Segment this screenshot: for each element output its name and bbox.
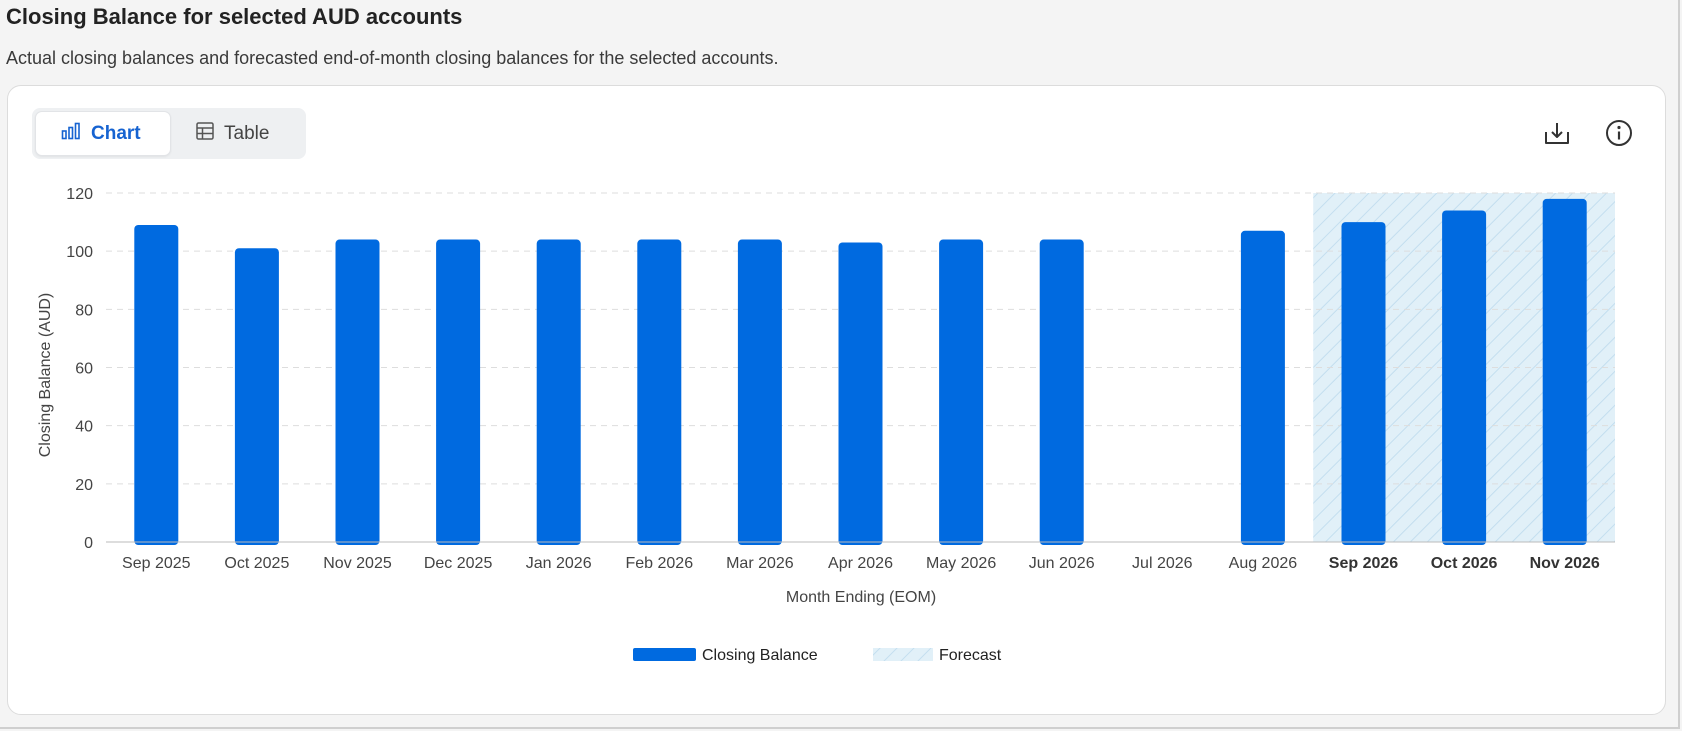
- legend-swatch-forecast: [873, 648, 933, 661]
- x-tick-label: Sep 2026: [1329, 555, 1398, 572]
- legend-label-forecast: Forecast: [939, 647, 1002, 664]
- x-axis-label: Month Ending (EOM): [786, 589, 936, 606]
- x-tick-label: Sep 2025: [122, 555, 191, 572]
- y-tick-label: 120: [66, 186, 93, 203]
- view-toggle: Chart Table: [32, 108, 306, 159]
- download-icon: [1545, 123, 1569, 144]
- x-tick-label: Jul 2026: [1132, 555, 1193, 572]
- x-tick-label: Jan 2026: [526, 555, 592, 572]
- page-subtitle: Actual closing balances and forecasted e…: [6, 48, 779, 68]
- x-tick-label: Oct 2026: [1431, 555, 1498, 572]
- x-tick-label: Feb 2026: [625, 555, 693, 572]
- x-tick-label: Dec 2025: [424, 555, 493, 572]
- bar[interactable]: [536, 239, 581, 546]
- bar[interactable]: [838, 242, 883, 546]
- y-tick-label: 60: [75, 361, 93, 378]
- table-icon: [196, 121, 214, 146]
- bar[interactable]: [134, 224, 179, 545]
- bar[interactable]: [1542, 198, 1587, 546]
- bar[interactable]: [1240, 230, 1285, 545]
- x-tick-label: May 2026: [926, 555, 996, 572]
- legend: Closing Balance Forecast: [633, 647, 1002, 664]
- x-tick-label: Nov 2025: [323, 555, 392, 572]
- legend-swatch-closing-balance: [633, 648, 696, 661]
- y-tick-label: 80: [75, 302, 93, 319]
- x-tick-label: Aug 2026: [1229, 555, 1298, 572]
- y-tick-label: 40: [75, 419, 93, 436]
- download-button[interactable]: [1541, 117, 1573, 149]
- bar[interactable]: [1341, 222, 1386, 546]
- y-tick-label: 20: [75, 477, 93, 494]
- chart-view-button[interactable]: Chart: [35, 111, 171, 156]
- table-view-label: Table: [224, 122, 270, 144]
- info-button[interactable]: [1603, 117, 1635, 149]
- x-tick-label: Apr 2026: [828, 555, 893, 572]
- bar[interactable]: [234, 248, 279, 545]
- bar[interactable]: [1039, 239, 1084, 546]
- table-view-button[interactable]: Table: [196, 111, 301, 156]
- bar[interactable]: [737, 239, 782, 546]
- x-tick-label: Nov 2026: [1530, 555, 1600, 572]
- page-title: Closing Balance for selected AUD account…: [6, 4, 463, 29]
- info-icon: [1606, 120, 1632, 146]
- y-tick-label: 100: [66, 244, 93, 261]
- bar-chart-icon: [61, 122, 81, 146]
- x-tick-label: Oct 2025: [224, 555, 289, 572]
- bar[interactable]: [436, 239, 481, 546]
- chart-view-label: Chart: [91, 122, 141, 144]
- x-tick-label: Jun 2026: [1029, 555, 1095, 572]
- y-axis-label: Closing Balance (AUD): [37, 293, 54, 458]
- bar[interactable]: [335, 239, 380, 546]
- y-tick-label: 0: [84, 535, 93, 552]
- bar[interactable]: [1442, 210, 1487, 545]
- legend-label-closing-balance: Closing Balance: [702, 647, 818, 664]
- bar[interactable]: [637, 239, 682, 546]
- x-tick-label: Mar 2026: [726, 555, 794, 572]
- bar[interactable]: [939, 239, 984, 546]
